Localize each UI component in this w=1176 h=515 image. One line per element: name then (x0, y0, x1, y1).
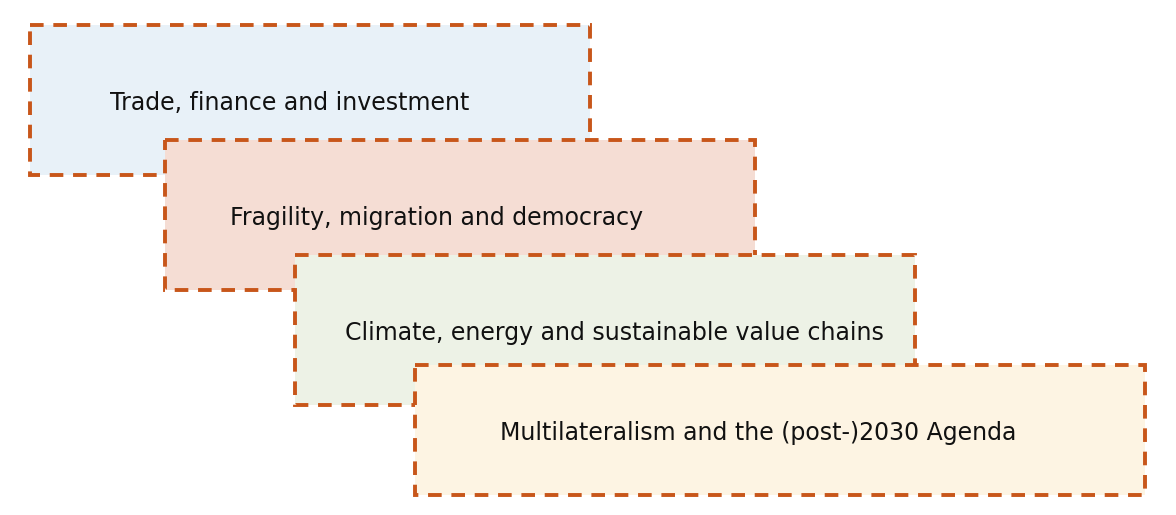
FancyBboxPatch shape (31, 25, 590, 175)
FancyBboxPatch shape (415, 365, 1145, 495)
Text: Fragility, migration and democracy: Fragility, migration and democracy (230, 206, 643, 230)
Text: Trade, finance and investment: Trade, finance and investment (111, 91, 469, 115)
Text: Climate, energy and sustainable value chains: Climate, energy and sustainable value ch… (345, 321, 884, 345)
FancyBboxPatch shape (165, 140, 755, 290)
Text: Multilateralism and the (post-)2030 Agenda: Multilateralism and the (post-)2030 Agen… (500, 421, 1016, 445)
FancyBboxPatch shape (295, 255, 915, 405)
